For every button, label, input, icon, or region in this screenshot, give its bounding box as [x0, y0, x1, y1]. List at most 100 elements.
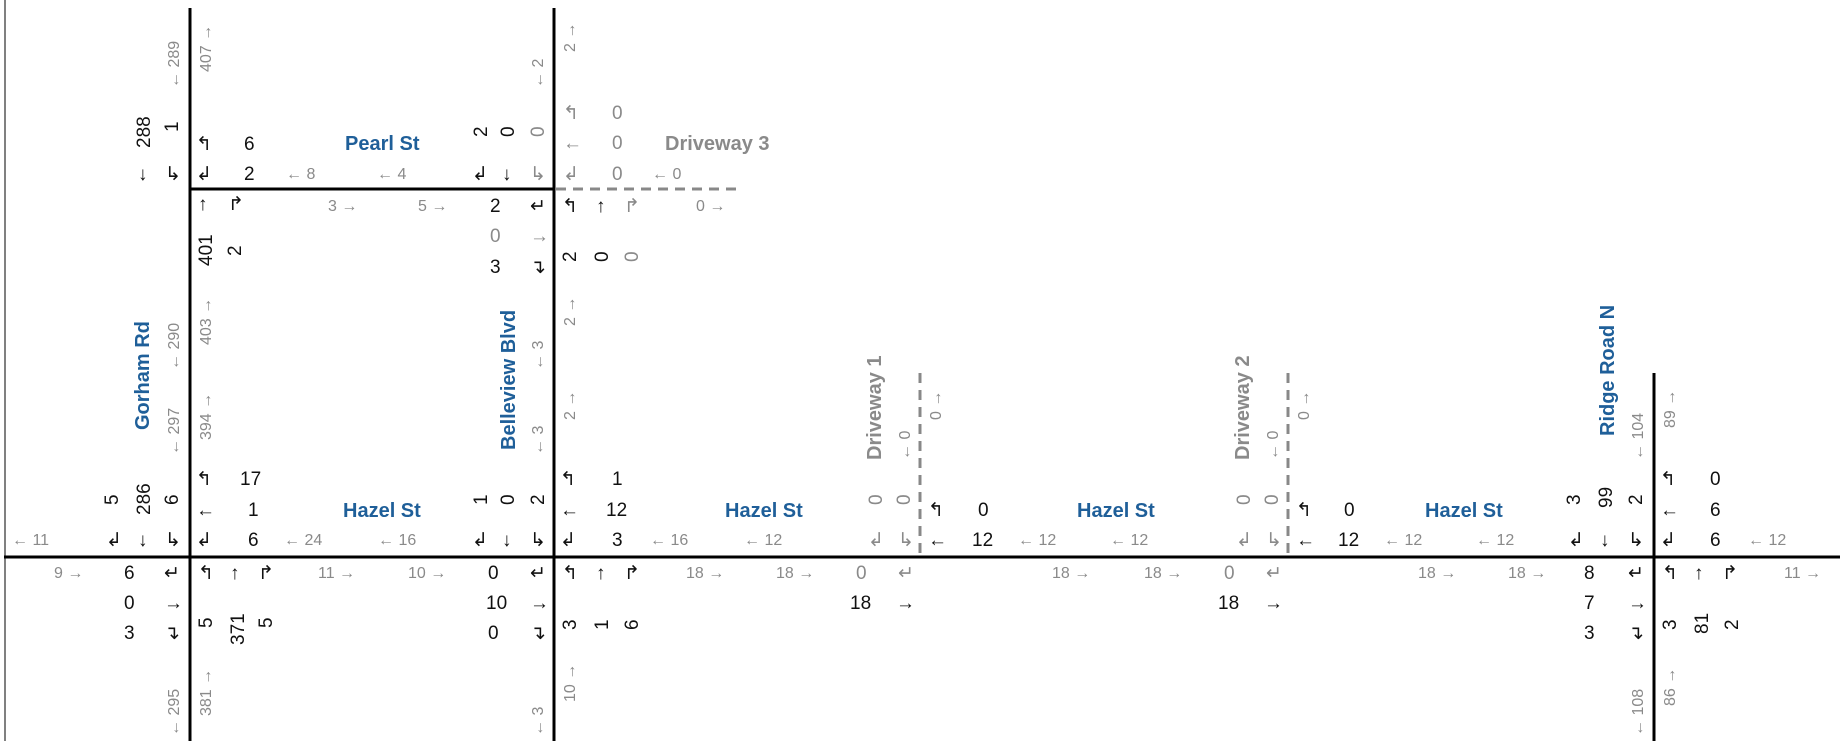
dw1-wb-thru-arrow: ←	[928, 530, 947, 551]
street-label-driveway3: Driveway 3	[665, 133, 770, 155]
rh-sb-thru: 99	[1596, 486, 1617, 508]
hazel-s3-eb2: 18 →	[1144, 565, 1183, 582]
hazel-far-w-wb: ← 11	[12, 532, 50, 549]
bp-sb-a-arrow: ↲	[472, 164, 488, 185]
gh-wb-thru-arrow: ←	[196, 500, 215, 521]
dw3-wb-thru: 0	[612, 133, 623, 154]
belleview-m-nb-flow: 2 →	[562, 296, 579, 326]
ridge-n-sb-flow: ← 104	[1630, 412, 1647, 460]
dw1-sb-flow: ← 0	[897, 430, 914, 460]
bp-sb-c-arrow: ↳	[530, 164, 546, 185]
belleview-b-nb-flow: 10 →	[562, 663, 579, 702]
rh-wb-left-arrow: ↰	[1660, 469, 1676, 490]
hazel-s4-wb1: ← 12	[1384, 532, 1423, 549]
rh-nb-left-arrow: ↰	[1662, 563, 1678, 584]
gp-wb-left: 6	[244, 134, 255, 155]
ridge-s-sb-flow: ← 108	[1630, 688, 1647, 736]
dw2-nb-flow: 0 →	[1296, 390, 1313, 420]
hazel-far-e-eb: 11 →	[1784, 565, 1822, 582]
dw3-wb-flow: ← 0	[652, 166, 682, 183]
dw2-wb-thru: 12	[1338, 530, 1360, 551]
gh-eb-left: 6	[124, 563, 135, 584]
bh-wb-right-arrow: ↲	[560, 530, 576, 551]
dw1-nb-flow: 0 →	[928, 390, 945, 420]
dw2-sb-a: 0	[1234, 494, 1255, 505]
gorham-b-sb-flow: ← 295	[166, 688, 183, 736]
dw3-wb-left-arrow: ↰	[563, 103, 579, 124]
belleview-s-sb-flow: ← 3	[530, 425, 547, 455]
gp-nb-right-arrow: ↱	[228, 194, 244, 215]
dw1-wb-thru: 12	[972, 530, 994, 551]
rh-nb-right: 2	[1722, 619, 1743, 630]
gp-nb-right: 2	[225, 245, 246, 256]
street-label-hazel-4: Hazel St	[1425, 500, 1503, 522]
bp-nb-right: 0	[622, 251, 643, 262]
hazel-s3-wb1: ← 12	[1018, 532, 1057, 549]
street-label-pearl: Pearl St	[345, 133, 420, 155]
bp-eb-left-arrow: ↵	[530, 196, 546, 217]
hazel-s3-eb1: 18 →	[1052, 565, 1091, 582]
bp-eb-thru: 0	[490, 226, 501, 247]
gh-sb-left-arrow: ↳	[165, 530, 181, 551]
dw1-sb-a-arrow: ↲	[868, 530, 884, 551]
bp-eb-thru-arrow: →	[530, 226, 549, 247]
gh-sb-right: 5	[102, 494, 123, 505]
gh-nb-right-arrow: ↱	[258, 563, 274, 584]
gorham-m-sb-flow: ← 290	[166, 322, 183, 370]
bh-wb-right: 3	[612, 530, 623, 551]
gorham-s-nb-flow: 394 →	[198, 392, 215, 440]
gh-nb-thru-arrow: ↑	[230, 563, 240, 584]
dw2-sb-b: 0	[1262, 494, 1283, 505]
dw2-sb-a-arrow: ↲	[1236, 530, 1252, 551]
hazel-s1-eb2: 10 →	[408, 565, 447, 582]
bp-nb-thru-arrow: ↑	[596, 196, 606, 217]
gh-eb-right-arrow: ↴	[164, 623, 180, 644]
hazel-s1-wb1: ← 24	[284, 532, 323, 549]
street-label-driveway2: Driveway 2	[1232, 355, 1254, 460]
gh-wb-right: 6	[248, 530, 259, 551]
hazel-s2-eb2: 18 →	[776, 565, 815, 582]
bh-nb-right-arrow: ↱	[624, 563, 640, 584]
rh-sb-right-arrow: ↲	[1568, 530, 1584, 551]
hazel-s2-eb1: 18 →	[686, 565, 725, 582]
gp-nb-thru-arrow: ↑	[198, 194, 208, 215]
pearl-wb-flow-2: ← 4	[377, 166, 407, 183]
bh-eb-right-arrow: ↴	[530, 623, 546, 644]
rh-eb-left-arrow: ↵	[1628, 563, 1644, 584]
bh-wb-left-arrow: ↰	[560, 469, 576, 490]
bh-eb-left: 0	[488, 563, 499, 584]
dw2-wb-left: 0	[1344, 500, 1355, 521]
gh-wb-left: 17	[240, 469, 262, 490]
dw2-wb-left-arrow: ↰	[1296, 500, 1312, 521]
hazel-s4-eb1: 18 →	[1418, 565, 1457, 582]
gorham-b-nb-flow: 381 →	[198, 668, 215, 716]
hazel-s1-eb1: 11 →	[318, 565, 356, 582]
dw1-eb-left: 0	[856, 563, 867, 584]
street-label-gorham: Gorham Rd	[132, 321, 154, 430]
gorham-m-nb-flow: 403 →	[198, 297, 215, 345]
rh-nb-right-arrow: ↱	[1722, 563, 1738, 584]
dw2-eb-left-arrow: ↵	[1266, 563, 1282, 584]
dw1-wb-left: 0	[978, 500, 989, 521]
gh-sb-right-arrow: ↲	[106, 530, 122, 551]
dw2-eb-thru: 18	[1218, 593, 1240, 614]
dw3-wb-right-arrow: ↲	[563, 164, 579, 185]
street-label-driveway1: Driveway 1	[864, 355, 886, 460]
bh-sb-right: 1	[471, 494, 492, 505]
bp-eb-right: 3	[490, 257, 501, 278]
bp-eb-right-arrow: ↴	[530, 257, 546, 278]
bh-nb-thru: 1	[592, 619, 613, 630]
bh-sb-thru-arrow: ↓	[502, 530, 512, 551]
belleview-n-nb-flow: 2 →	[562, 22, 579, 52]
hazel-far-e-wb: ← 12	[1748, 532, 1787, 549]
hazel-s2-wb2: ← 12	[744, 532, 783, 549]
dw2-eb-thru-arrow: →	[1264, 593, 1283, 614]
bh-nb-left-arrow: ↰	[562, 563, 578, 584]
dw3-eb-flow: 0 →	[696, 198, 726, 215]
gh-eb-right: 3	[124, 623, 135, 644]
bh-eb-right: 0	[488, 623, 499, 644]
street-label-ridge: Ridge Road N	[1597, 304, 1619, 436]
gp-sb-thru: 288	[134, 116, 155, 148]
dw2-wb-thru-arrow: ←	[1296, 530, 1315, 551]
bp-nb-thru: 0	[592, 251, 613, 262]
